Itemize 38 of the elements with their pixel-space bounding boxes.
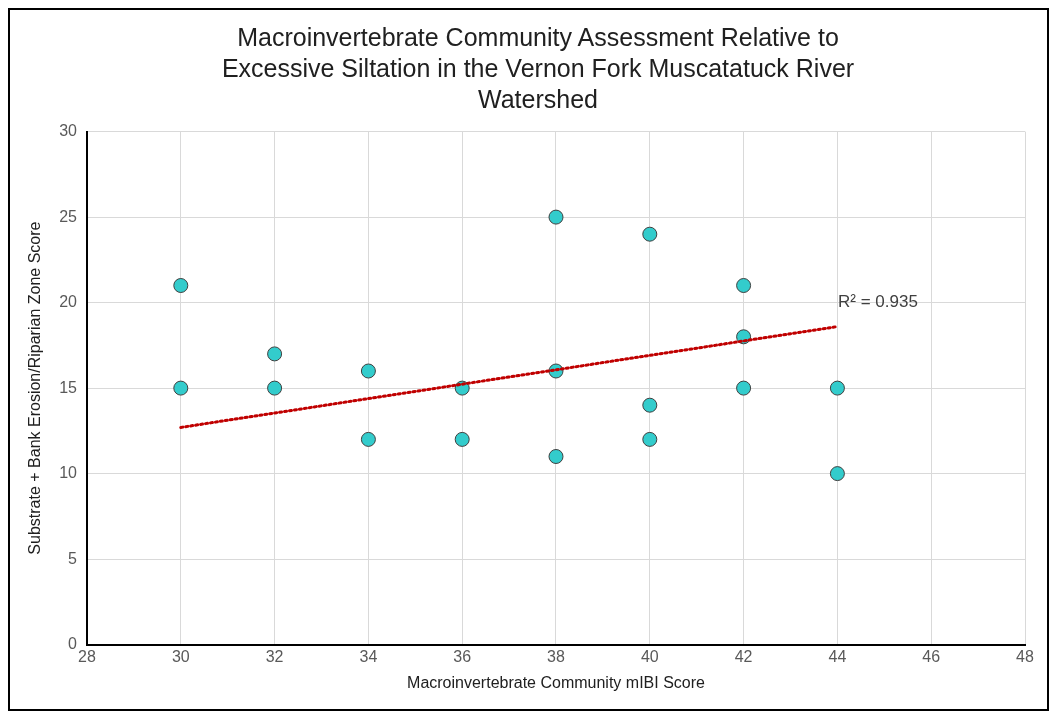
y-axis-title: Substrate + Bank Erosion/Riparian Zone Score bbox=[26, 221, 44, 555]
x-tick-label: 40 bbox=[640, 647, 659, 665]
point bbox=[360, 431, 376, 447]
y-tick-label: 15 bbox=[59, 378, 78, 396]
point bbox=[736, 380, 752, 396]
x-tick-label: 28 bbox=[78, 647, 96, 665]
point bbox=[454, 431, 470, 447]
y-tick-label: 5 bbox=[68, 549, 78, 567]
point bbox=[267, 380, 283, 396]
point bbox=[829, 380, 845, 396]
x-tick-label: 32 bbox=[265, 647, 284, 665]
point bbox=[267, 346, 283, 362]
point bbox=[548, 209, 564, 225]
point bbox=[360, 363, 376, 379]
x-tick-label: 38 bbox=[547, 647, 565, 665]
x-tick-label: 30 bbox=[171, 647, 190, 665]
x-tick-label: 46 bbox=[922, 647, 941, 665]
x-axis-title: Macroinvertebrate Community mIBI Score bbox=[407, 673, 706, 691]
point bbox=[642, 431, 658, 447]
x-tick-label: 36 bbox=[453, 647, 472, 665]
x-tick-label: 48 bbox=[1016, 647, 1034, 665]
point bbox=[642, 397, 658, 413]
y-tick-label: 0 bbox=[68, 635, 78, 653]
y-tick-label: 10 bbox=[59, 464, 78, 482]
x-tick-label: 34 bbox=[359, 647, 378, 665]
point bbox=[829, 466, 845, 482]
y-tick-label: 30 bbox=[59, 122, 78, 140]
point bbox=[642, 226, 658, 242]
chart-title: Macroinvertebrate Community Assessment Relative to Excessive Siltation in the Vernon Fork Muscatatuck River Watershed bbox=[220, 22, 856, 115]
point bbox=[173, 278, 189, 293]
point bbox=[173, 380, 189, 396]
x-tick-label: 44 bbox=[828, 647, 847, 665]
point bbox=[736, 278, 752, 293]
point bbox=[548, 449, 564, 464]
x-tick-label: 42 bbox=[734, 647, 753, 665]
annotation: R² = 0.935 bbox=[838, 292, 918, 312]
y-tick-label: 20 bbox=[59, 293, 78, 311]
y-tick-label: 25 bbox=[59, 207, 78, 225]
